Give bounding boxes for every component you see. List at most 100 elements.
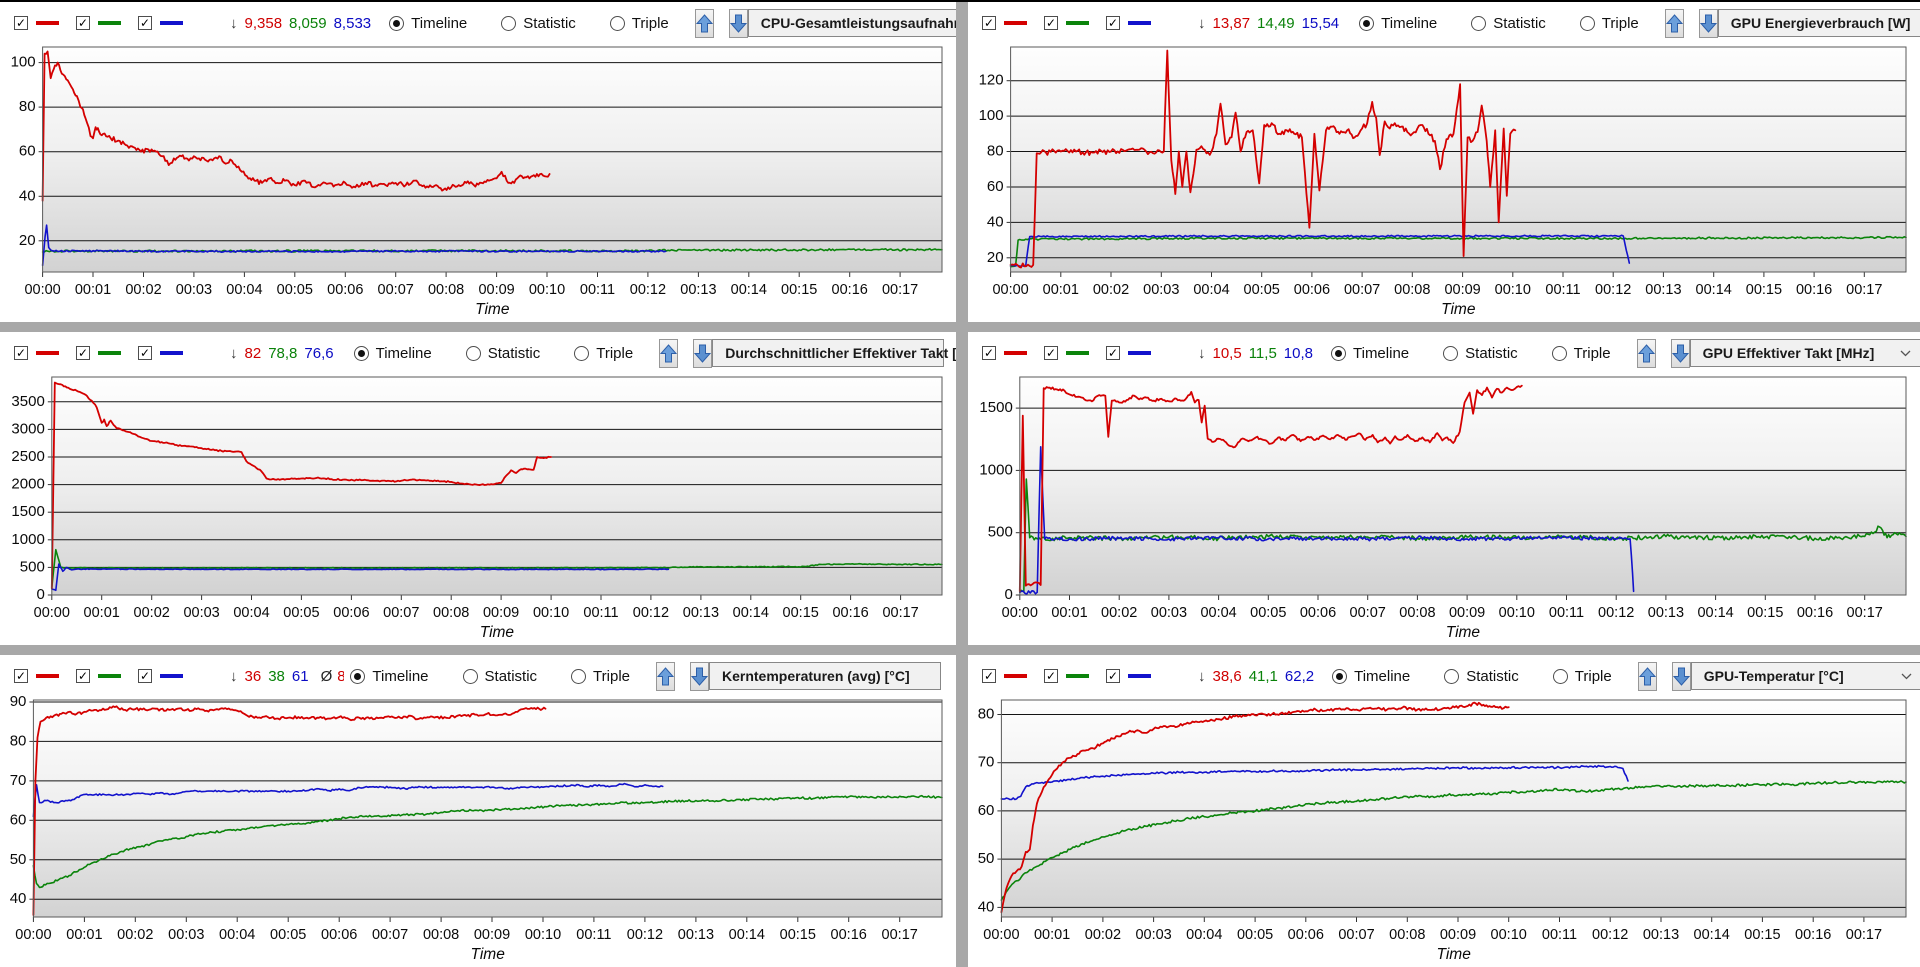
green-series-color-swatch	[98, 674, 121, 678]
radio-triple[interactable]: Triple	[571, 668, 630, 685]
svg-text:Time: Time	[1446, 624, 1481, 641]
svg-text:20: 20	[19, 232, 36, 249]
svg-text:1000: 1000	[11, 531, 44, 548]
green-series-checkbox[interactable]: ✓	[76, 346, 90, 360]
sensor-select[interactable]: Kerntemperaturen (avg) [°C]	[709, 662, 941, 690]
green-series-checkbox[interactable]: ✓	[76, 669, 90, 683]
radio-statistic[interactable]: Statistic	[501, 15, 576, 32]
radio-statistic[interactable]: Statistic	[1444, 668, 1519, 685]
series-toggle-red: ✓	[14, 346, 76, 360]
green-series-color-swatch	[1066, 674, 1089, 678]
move-panel-down-button[interactable]	[690, 661, 709, 691]
blue-series-checkbox[interactable]: ✓	[1106, 16, 1120, 30]
panel-header: ✓ ✓ ✓ ↓ 82 78,8 76,6 Ø Timeline	[0, 332, 956, 372]
blue-series-checkbox[interactable]: ✓	[1106, 669, 1120, 683]
green-series-checkbox[interactable]: ✓	[76, 16, 90, 30]
svg-text:00:01: 00:01	[75, 282, 111, 298]
radio-timeline[interactable]: Timeline	[353, 345, 432, 362]
radio-triple[interactable]: Triple	[1551, 345, 1611, 362]
blue-series-checkbox[interactable]: ✓	[1106, 346, 1120, 360]
move-panel-up-button[interactable]	[656, 661, 675, 691]
svg-text:90: 90	[10, 695, 27, 710]
red-series-checkbox[interactable]: ✓	[982, 346, 996, 360]
min-value-green: 14,49	[1257, 14, 1295, 32]
radio-statistic[interactable]: Statistic	[462, 668, 537, 685]
svg-text:00:05: 00:05	[1244, 282, 1280, 298]
svg-text:00:01: 00:01	[1043, 282, 1079, 298]
radio-statistic[interactable]: Statistic	[1471, 15, 1546, 32]
min-values: ↓ 10,5 11,5 10,8	[1198, 345, 1313, 362]
radio-triple[interactable]: Triple	[609, 15, 669, 32]
avg-values: Ø86,456(	[321, 668, 345, 685]
svg-text:00:17: 00:17	[1846, 927, 1882, 943]
radio-triple[interactable]: Triple	[1579, 15, 1639, 32]
svg-text:00:11: 00:11	[1545, 282, 1580, 298]
radio-statistic[interactable]: Statistic	[465, 345, 540, 362]
svg-text:00:09: 00:09	[1440, 927, 1476, 943]
min-arrow-icon: ↓	[1198, 14, 1206, 32]
arrow-down-icon	[1672, 667, 1690, 686]
radio-statistic[interactable]: Statistic	[1443, 345, 1518, 362]
min-value-green: 78,8	[268, 344, 298, 362]
radio-timeline[interactable]: Timeline	[1331, 345, 1409, 362]
svg-text:00:16: 00:16	[1796, 282, 1832, 298]
svg-text:00:05: 00:05	[1237, 927, 1273, 943]
blue-series-checkbox[interactable]: ✓	[138, 669, 152, 683]
svg-text:00:12: 00:12	[1598, 605, 1634, 621]
sensor-select[interactable]: GPU-Temperatur [°C]	[1690, 662, 1920, 690]
sensor-select[interactable]: GPU Effektiver Takt [MHz]	[1689, 339, 1920, 367]
blue-series-checkbox[interactable]: ✓	[138, 16, 152, 30]
red-series-color-swatch	[36, 351, 59, 355]
radio-timeline[interactable]: Timeline	[1359, 15, 1437, 32]
radio-timeline[interactable]: Timeline	[389, 15, 467, 32]
move-panel-up-button[interactable]	[1637, 661, 1657, 691]
move-panel-up-button[interactable]	[659, 338, 679, 368]
svg-text:00:15: 00:15	[781, 282, 817, 298]
move-panel-down-button[interactable]	[693, 338, 713, 368]
timeline-chart: 40 50 60 70 80 00:00 00:01 00:02 00:03 00:04 00:05…	[978, 699, 1907, 963]
svg-text:50: 50	[10, 851, 27, 868]
red-series-checkbox[interactable]: ✓	[982, 669, 996, 683]
svg-text:00:02: 00:02	[117, 927, 153, 943]
green-series-color-swatch	[98, 351, 121, 355]
radio-statistic-dot	[1443, 345, 1459, 361]
svg-text:00:17: 00:17	[882, 927, 918, 943]
svg-text:00:02: 00:02	[1101, 605, 1137, 621]
series-toggle-green: ✓	[76, 346, 138, 360]
radio-timeline[interactable]: Timeline	[1332, 668, 1410, 685]
svg-text:00:03: 00:03	[183, 605, 219, 621]
move-panel-up-button[interactable]	[1636, 338, 1656, 368]
move-panel-down-button[interactable]	[1670, 338, 1690, 368]
blue-series-checkbox[interactable]: ✓	[138, 346, 152, 360]
green-series-checkbox[interactable]: ✓	[1044, 669, 1058, 683]
move-panel-up-button[interactable]	[694, 8, 714, 38]
svg-text:00:15: 00:15	[780, 927, 816, 943]
move-panel-down-button[interactable]	[1671, 661, 1691, 691]
red-series-checkbox[interactable]: ✓	[14, 16, 28, 30]
svg-text:Time: Time	[1441, 301, 1476, 318]
min-value-red: 82	[244, 344, 262, 362]
move-panel-down-button[interactable]	[728, 8, 748, 38]
svg-text:00:04: 00:04	[1186, 927, 1222, 943]
green-series-checkbox[interactable]: ✓	[1044, 16, 1058, 30]
svg-text:1500: 1500	[979, 399, 1012, 416]
svg-text:00:01: 00:01	[66, 927, 102, 943]
blue-series-color-swatch	[1128, 21, 1151, 25]
radio-timeline[interactable]: Timeline	[350, 668, 429, 685]
move-panel-down-button[interactable]	[1698, 8, 1718, 38]
red-series-checkbox[interactable]: ✓	[14, 669, 28, 683]
radio-triple[interactable]: Triple	[1552, 668, 1612, 685]
panel-header: ✓ ✓ ✓ ↓ 13,87 14,49 15,54 Ø Timeline	[968, 2, 1920, 42]
sensor-select[interactable]: GPU Energieverbrauch [W]	[1717, 9, 1920, 37]
green-series-checkbox[interactable]: ✓	[1044, 346, 1058, 360]
svg-text:00:16: 00:16	[1795, 927, 1831, 943]
red-series-color-swatch	[36, 674, 59, 678]
red-series-checkbox[interactable]: ✓	[14, 346, 28, 360]
move-panel-up-button[interactable]	[1664, 8, 1684, 38]
sensor-select[interactable]: Durchschnittlicher Effektiver Takt [MHz]	[712, 339, 956, 367]
panel-header: ✓ ✓ ✓ ↓ 38,6 41,1 62,2 Ø75 Timeline	[968, 655, 1920, 695]
sensor-select[interactable]: CPU-Gesamtleistungsaufnahme [W]	[747, 9, 956, 37]
min-value-blue: 10,8	[1283, 344, 1313, 362]
red-series-checkbox[interactable]: ✓	[982, 16, 996, 30]
radio-triple[interactable]: Triple	[574, 345, 633, 362]
